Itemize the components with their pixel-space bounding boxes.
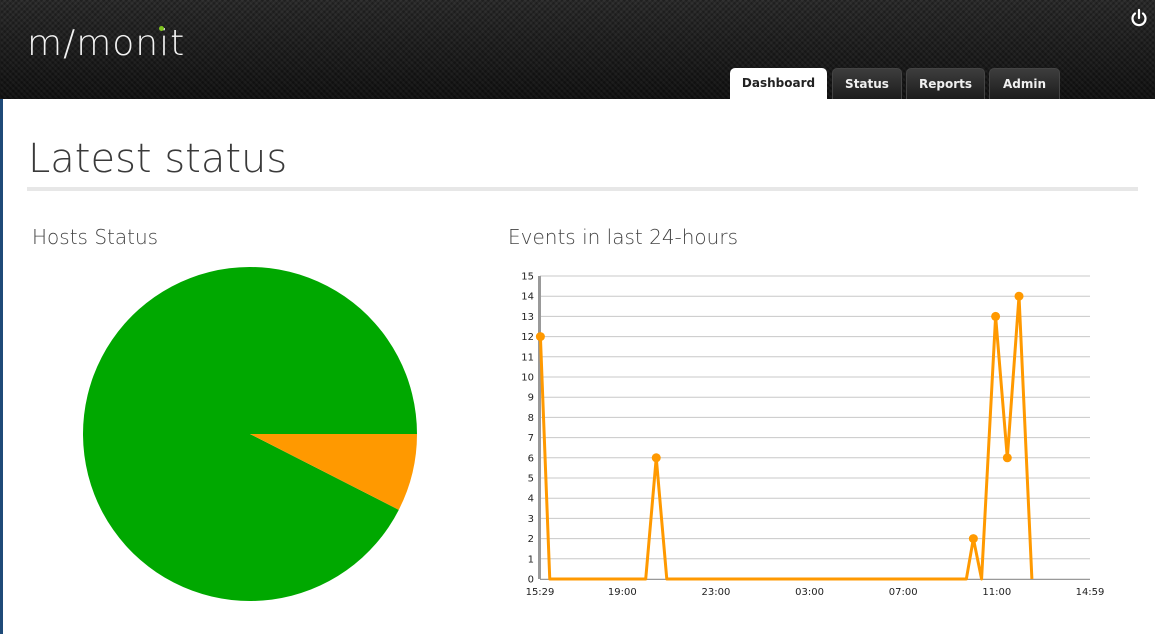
y-tick-label: 12 xyxy=(521,332,534,343)
y-tick-label: 1 xyxy=(528,554,534,565)
x-tick-label: 14:59 xyxy=(1076,587,1105,598)
logo-dot xyxy=(159,26,165,31)
data-point[interactable] xyxy=(1014,291,1024,301)
y-tick-label: 3 xyxy=(528,514,534,525)
events-series-line xyxy=(538,294,1034,581)
data-point[interactable] xyxy=(991,311,1001,321)
y-axis xyxy=(538,276,541,579)
y-tick-label: 15 xyxy=(521,272,534,283)
power-icon[interactable] xyxy=(1128,7,1150,29)
y-tick-label: 8 xyxy=(528,413,534,424)
logo-text: m/monit xyxy=(27,23,186,64)
app-logo[interactable]: m/monit xyxy=(27,22,185,66)
hosts-status-title: Hosts Status xyxy=(32,225,159,249)
x-tick-label: 19:00 xyxy=(608,587,637,598)
y-tick-label: 13 xyxy=(521,312,534,323)
events-title: Events in last 24-hours xyxy=(508,225,738,249)
main-content: Latest status Hosts Status Events in las… xyxy=(3,99,1155,634)
app-header: m/monit Dashboard Status Reports Admin xyxy=(0,0,1155,99)
y-tick-label: 7 xyxy=(528,433,534,444)
y-tick-label: 0 xyxy=(528,575,534,586)
title-divider xyxy=(27,187,1138,191)
data-point[interactable] xyxy=(535,332,545,342)
pie-slice-0[interactable] xyxy=(83,267,418,602)
data-point[interactable] xyxy=(968,534,978,544)
y-tick-label: 4 xyxy=(528,494,534,505)
y-tick-label: 6 xyxy=(528,453,534,464)
y-tick-label: 14 xyxy=(521,292,534,303)
page-title: Latest status xyxy=(28,136,288,182)
x-tick-label: 07:00 xyxy=(889,587,918,598)
y-tick-label: 5 xyxy=(528,474,534,485)
data-point[interactable] xyxy=(651,453,661,463)
x-tick-label: 03:00 xyxy=(795,587,824,598)
x-tick-label: 23:00 xyxy=(702,587,731,598)
tab-dashboard[interactable]: Dashboard xyxy=(730,68,827,99)
x-tick-label: 11:00 xyxy=(982,587,1011,598)
y-tick-label: 2 xyxy=(528,534,534,545)
pie-slice-1[interactable] xyxy=(250,434,417,510)
y-tick-label: 9 xyxy=(528,393,534,404)
tab-admin[interactable]: Admin xyxy=(989,68,1060,99)
y-tick-label: 10 xyxy=(521,373,534,384)
hosts-status-pie-chart[interactable] xyxy=(73,259,433,609)
x-tick-label: 15:29 xyxy=(526,587,555,598)
tab-status[interactable]: Status xyxy=(832,68,902,99)
y-tick-label: 11 xyxy=(521,352,534,363)
tab-reports[interactable]: Reports xyxy=(906,68,985,99)
data-point[interactable] xyxy=(1002,453,1012,463)
